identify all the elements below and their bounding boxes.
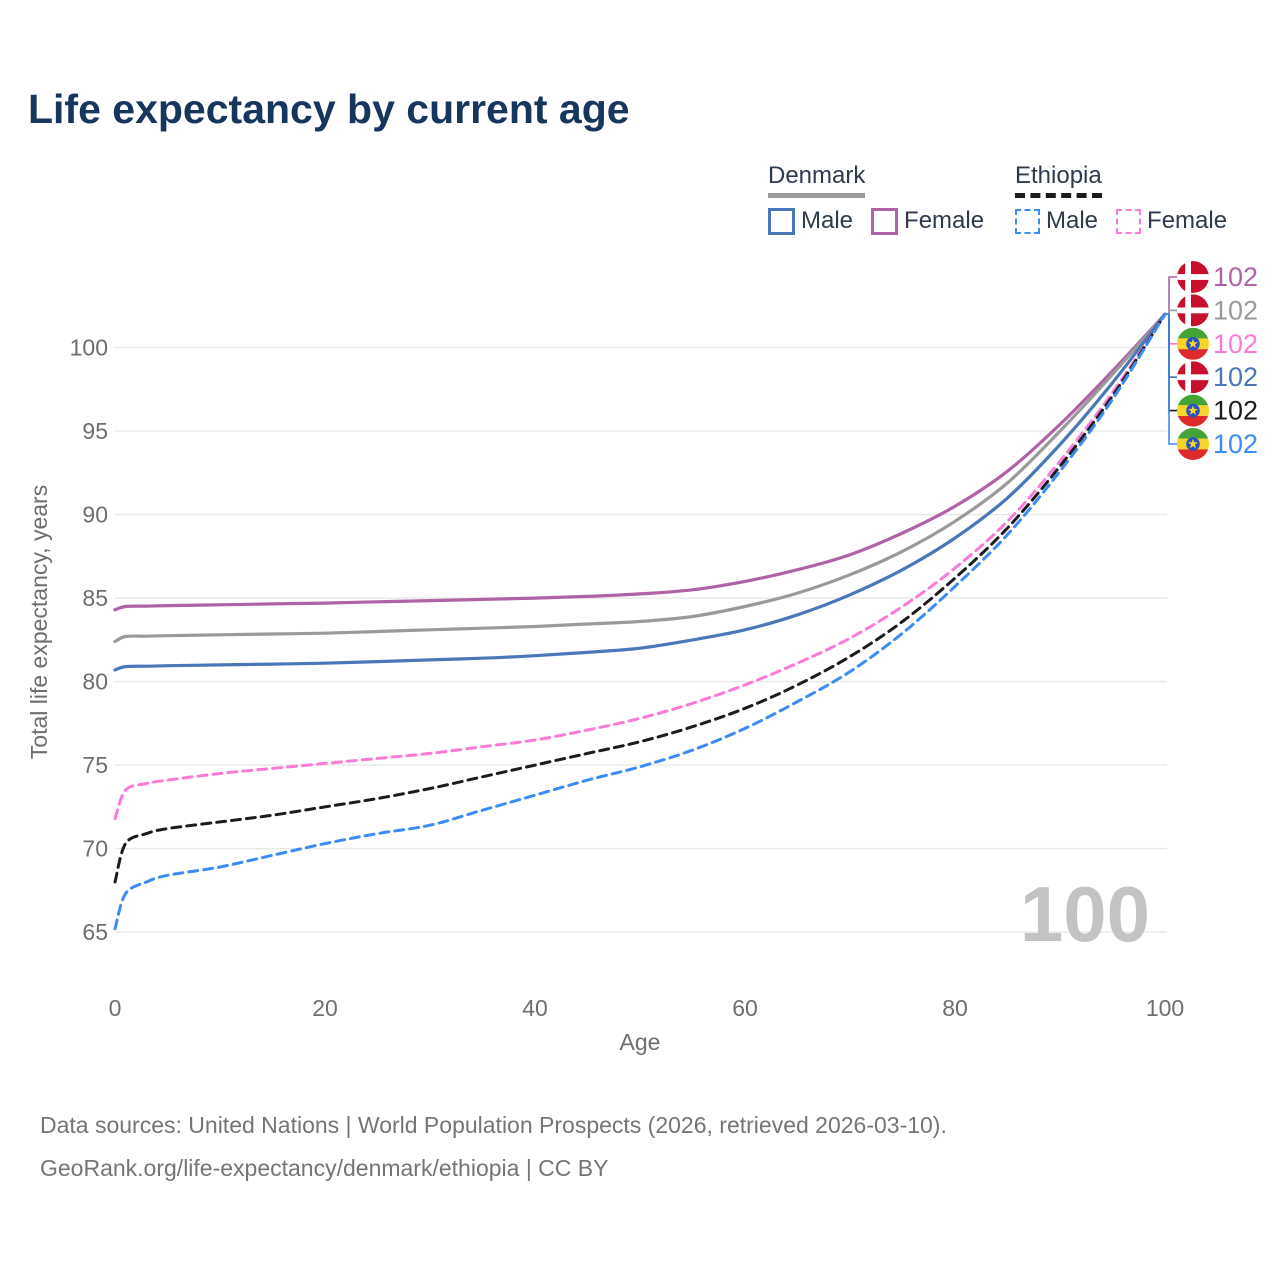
- legend-item-label: Male: [1046, 207, 1099, 234]
- end-connector-ethiopia-all: [1165, 313, 1177, 412]
- x-tick-label-40: 40: [522, 995, 548, 1021]
- denmark-male-swatch-icon: [768, 207, 795, 235]
- x-tick-label-100: 100: [1146, 995, 1184, 1021]
- legend-item-denmark-female[interactable]: Female: [871, 207, 984, 235]
- legend-group-ethiopia: Ethiopia Male Female: [1015, 162, 1245, 235]
- ethiopia-male-swatch-icon: [1015, 208, 1040, 234]
- gridlines: 65 70 75 80 85 90 95 100: [70, 335, 1167, 945]
- chart-watermark: 100: [1020, 870, 1150, 958]
- ethiopia-flag-icon: [1177, 394, 1209, 427]
- legend-header-ethiopia[interactable]: Ethiopia: [1015, 162, 1102, 198]
- legend-item-label: Male: [801, 207, 854, 234]
- y-tick-label-100: 100: [70, 335, 108, 361]
- ethiopia-flag-icon: [1177, 428, 1209, 460]
- end-connector-denmark-female: [1165, 276, 1177, 315]
- page-title: Life expectancy by current age: [28, 86, 630, 132]
- end-value-label-ethiopia-female: 102: [1213, 329, 1258, 359]
- x-tick-label-20: 20: [312, 995, 338, 1021]
- footer: Data sources: United Nations | World Pop…: [40, 1104, 947, 1190]
- data-sources-text: Data sources: United Nations | World Pop…: [40, 1112, 947, 1138]
- denmark-flag-icon: [1177, 294, 1209, 327]
- y-tick-label-80: 80: [82, 669, 108, 695]
- end-value-label-ethiopia-male: 102: [1213, 429, 1258, 459]
- end-connector-ethiopia-female: [1165, 313, 1177, 345]
- x-axis-label: Age: [620, 1029, 661, 1055]
- legend-item-label: Female: [1147, 207, 1228, 234]
- ethiopia-female-swatch-icon: [1116, 208, 1142, 234]
- end-value-label-ethiopia-all: 102: [1213, 396, 1258, 426]
- y-tick-label-75: 75: [82, 752, 108, 778]
- y-tick-label-90: 90: [82, 502, 108, 528]
- legend-header-denmark[interactable]: Denmark: [768, 162, 866, 198]
- end-value-label-denmark-male: 102: [1213, 362, 1258, 392]
- end-connector-denmark-male: [1165, 313, 1177, 378]
- legend-group-denmark: Denmark Male Female: [768, 162, 1002, 235]
- denmark-flag-icon: [1177, 261, 1209, 293]
- x-tick-label-60: 60: [732, 995, 758, 1021]
- y-tick-label-70: 70: [82, 836, 108, 862]
- end-value-label-denmark-female: 102: [1213, 262, 1258, 292]
- series-line-ethiopia-male[interactable]: [113, 312, 1167, 931]
- legend-item-ethiopia-female[interactable]: Female: [1116, 207, 1227, 235]
- series-line-denmark-all[interactable]: [113, 312, 1167, 644]
- legend-row-ethiopia: Male Female: [1015, 207, 1245, 235]
- y-tick-label-95: 95: [82, 418, 108, 444]
- y-tick-label-65: 65: [82, 919, 108, 945]
- legend-item-ethiopia-male[interactable]: Male: [1015, 207, 1098, 235]
- ethiopia-flag-icon: [1177, 327, 1209, 360]
- x-tick-label-0: 0: [109, 995, 122, 1021]
- end-connector-ethiopia-male: [1165, 313, 1177, 445]
- end-value-label-denmark-all: 102: [1213, 295, 1258, 325]
- series-line-denmark-male[interactable]: [113, 312, 1167, 672]
- legend-item-denmark-male[interactable]: Male: [768, 207, 853, 235]
- legend-item-label: Female: [904, 207, 985, 234]
- x-tick-label-80: 80: [942, 995, 968, 1021]
- y-tick-label-85: 85: [82, 585, 108, 611]
- attribution-text: GeoRank.org/life-expectancy/denmark/ethi…: [40, 1155, 609, 1181]
- y-axis-label: Total life expectancy, years: [26, 485, 52, 759]
- series-line-denmark-female[interactable]: [113, 312, 1167, 612]
- denmark-flag-icon: [1177, 361, 1209, 394]
- series-line-ethiopia-all[interactable]: [113, 312, 1167, 884]
- denmark-female-swatch-icon: [871, 207, 899, 235]
- legend-row-denmark: Male Female: [768, 207, 1002, 235]
- series-line-ethiopia-female[interactable]: [113, 312, 1167, 820]
